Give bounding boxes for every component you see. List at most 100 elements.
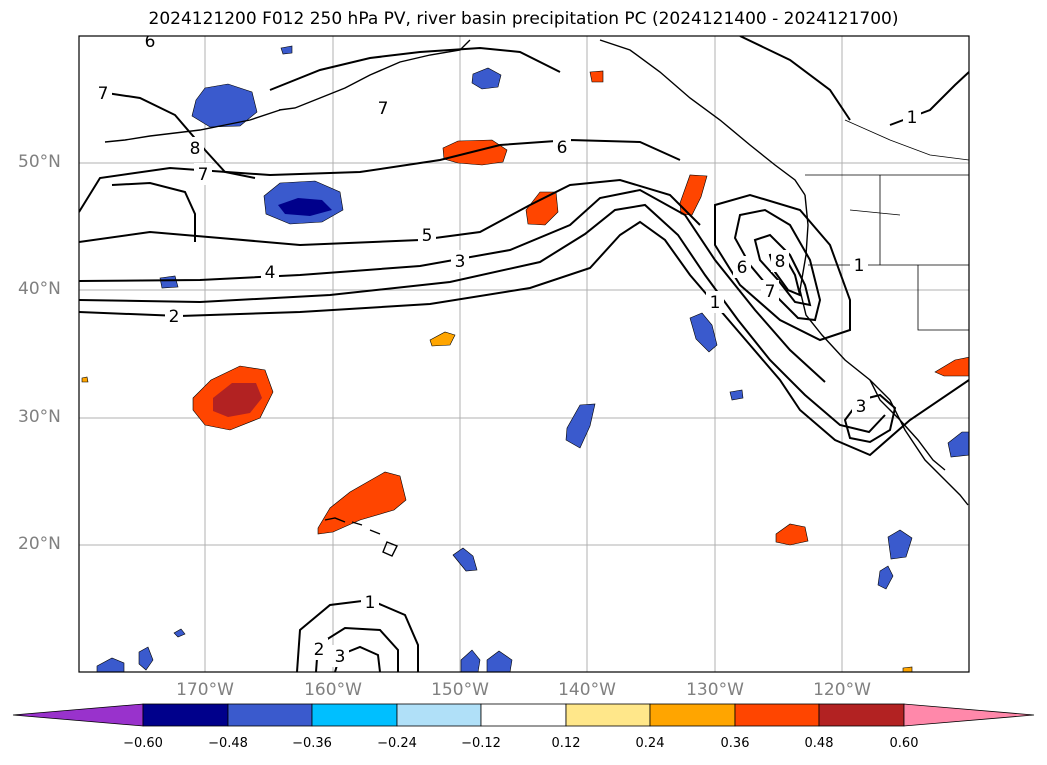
colorbar-segment xyxy=(818,703,905,727)
lat-label: 40°N xyxy=(18,279,61,299)
patch-neg-1 xyxy=(191,83,258,128)
patch-neg-14 xyxy=(486,650,513,672)
lon-label: 150°W xyxy=(431,680,489,700)
map-title: 2024121200 F012 250 hPa PV, river basin … xyxy=(148,9,899,29)
contour-label: 3 xyxy=(335,647,346,667)
lat-label: 50°N xyxy=(18,152,61,172)
patch-pos-9 xyxy=(934,356,969,377)
patch-pos-1 xyxy=(442,139,508,166)
patch-neg-4 xyxy=(159,275,179,289)
colorbar-segment xyxy=(480,703,567,727)
baja-coast xyxy=(869,379,946,471)
contour-2 xyxy=(79,220,969,457)
contour-lobe-2 xyxy=(753,233,812,307)
contour-7 xyxy=(99,91,256,179)
pv-contours xyxy=(79,36,969,672)
colorbar-tick-label: 0.12 xyxy=(551,736,581,751)
patch-neg-3 xyxy=(471,67,502,90)
contour-south-1 xyxy=(296,598,419,672)
us-west-coast xyxy=(799,194,969,506)
colorbar-tick-label: −0.36 xyxy=(292,736,332,751)
contour-label: 7 xyxy=(378,99,389,119)
lon-label: 130°W xyxy=(686,680,744,700)
patch-neg-8 xyxy=(452,547,478,572)
contour-label: 1 xyxy=(710,293,721,313)
lon-label: 170°W xyxy=(176,680,234,700)
lon-label: 140°W xyxy=(558,680,616,700)
colorbar-tick-label: −0.12 xyxy=(461,736,501,751)
contour-5 xyxy=(79,178,701,247)
patch-neg-17 xyxy=(280,45,293,55)
colorbar-tick-label: −0.48 xyxy=(208,736,248,751)
contour-label: 3 xyxy=(455,252,466,272)
patch-pos-10 xyxy=(81,376,89,383)
colorbar-segment xyxy=(396,703,482,727)
colorbar-extend-low xyxy=(12,703,144,727)
patch-neg-9 xyxy=(887,529,913,560)
colorbar xyxy=(12,703,1035,727)
patch-pos-6-core xyxy=(213,383,262,417)
contour-label: 2 xyxy=(314,640,325,660)
contour-northeast xyxy=(889,71,969,126)
contour-label: 2 xyxy=(169,307,180,327)
coastlines xyxy=(104,39,969,557)
patch-neg-10 xyxy=(877,565,894,590)
contour-label: 6 xyxy=(737,258,748,278)
contour-south-2 xyxy=(315,626,399,672)
aleutian-chain xyxy=(104,109,281,143)
patch-neg-16 xyxy=(173,628,186,638)
lon-label: 160°W xyxy=(304,680,362,700)
colorbar-segment xyxy=(311,703,398,727)
state-lines xyxy=(808,119,969,331)
alaska-coast xyxy=(278,39,471,111)
contour-label: 1 xyxy=(854,256,865,276)
colorbar-segment xyxy=(734,703,820,727)
gridlines xyxy=(79,36,969,672)
colorbar-segment xyxy=(227,703,313,727)
patch-pos-8 xyxy=(775,523,809,546)
contour-label: 1 xyxy=(907,108,918,128)
contour-label-group: 6 7 7 8 7 6 5 4 3 2 1 6 7 8 xyxy=(94,32,921,667)
patch-pos-3 xyxy=(679,174,708,216)
lon-label: 120°W xyxy=(813,680,871,700)
patch-neg-12 xyxy=(138,646,154,671)
contour-label: 8 xyxy=(190,139,201,159)
lat-label: 30°N xyxy=(18,407,61,427)
map-frame xyxy=(78,35,970,673)
contour-west-box xyxy=(111,181,196,242)
lat-label: 20°N xyxy=(18,534,61,554)
contour-ne-upper xyxy=(739,36,851,121)
patch-pos-5 xyxy=(429,331,456,347)
boundaries xyxy=(805,119,969,331)
colorbar-tick-label: −0.60 xyxy=(123,736,163,751)
patch-neg-7 xyxy=(565,403,596,449)
patch-pos-7 xyxy=(317,471,407,535)
contour-lobe-4 xyxy=(714,193,851,342)
patch-neg-5 xyxy=(689,312,718,353)
colorbar-segment xyxy=(142,703,229,727)
hawaii-islands xyxy=(324,517,398,557)
contour-north-1 xyxy=(269,46,561,91)
contour-6 xyxy=(79,138,681,213)
contour-label: 6 xyxy=(145,32,156,52)
contour-label: 8 xyxy=(775,252,786,272)
patch-neg-13 xyxy=(460,649,481,672)
patch-neg-11 xyxy=(947,431,969,458)
colorbar-tick-label: 0.36 xyxy=(720,736,750,751)
contour-label: 7 xyxy=(98,84,109,104)
contour-label: 4 xyxy=(265,263,276,283)
colorbar-extend-high xyxy=(903,703,1035,727)
contour-label: 3 xyxy=(856,397,867,417)
contour-label: 1 xyxy=(365,593,376,613)
contour-label: 7 xyxy=(765,282,776,302)
contour-3 xyxy=(79,203,886,434)
patch-pos-11 xyxy=(902,666,913,672)
contour-4 xyxy=(79,188,826,383)
contour-label: 6 xyxy=(557,138,568,158)
patch-neg-2-core xyxy=(278,198,332,216)
colorbar-tick-label: −0.24 xyxy=(377,736,417,751)
colorbar-segment xyxy=(565,703,651,727)
canada-bc-coast xyxy=(599,39,806,196)
colorbar-segment xyxy=(649,703,736,727)
